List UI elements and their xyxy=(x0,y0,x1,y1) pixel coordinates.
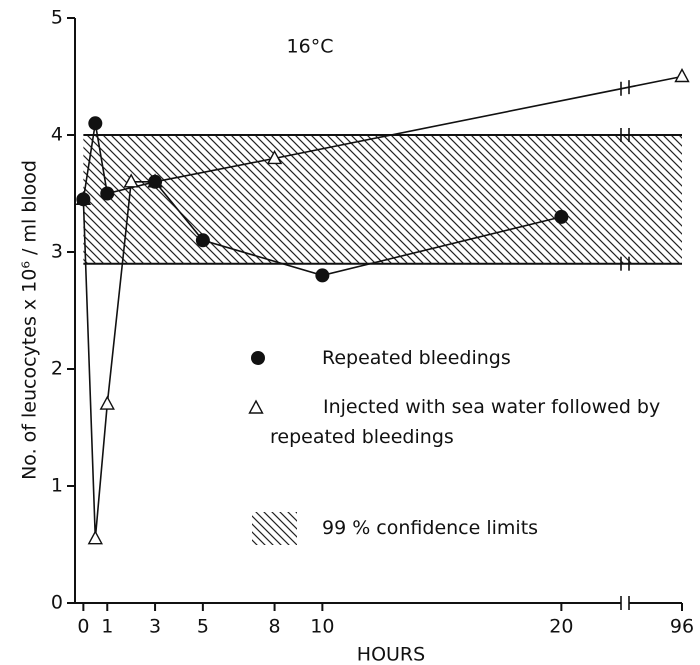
legend-marker xyxy=(248,399,264,414)
point xyxy=(315,268,330,283)
y-tick-label: 0 xyxy=(51,592,63,614)
point xyxy=(195,233,210,248)
annotation: 16°C xyxy=(287,36,334,58)
x-axis-label: HOURS xyxy=(357,644,425,665)
x-tick-label: 5 xyxy=(197,616,209,638)
y-tick-label: 1 xyxy=(51,475,63,497)
point xyxy=(554,209,569,224)
point xyxy=(87,530,103,545)
legend-label: Repeated bleedings xyxy=(322,347,511,369)
point xyxy=(674,68,690,83)
y-axis-label: No. of leucocytes x 10⁶ / ml blood xyxy=(19,160,41,480)
y-tick-label: 3 xyxy=(51,241,63,263)
x-tick-label: 3 xyxy=(149,616,161,638)
legend-swatch xyxy=(252,512,297,545)
legend-label: Injected with sea water followed by repe… xyxy=(270,396,661,448)
legend-marker xyxy=(251,351,265,365)
point xyxy=(100,186,115,201)
confidence-band xyxy=(83,135,683,264)
legend-label: 99 % confidence limits xyxy=(322,517,539,539)
y-tick-label: 4 xyxy=(51,124,63,146)
y-tick-label: 5 xyxy=(51,7,63,29)
point xyxy=(266,149,283,165)
x-tick-label: 10 xyxy=(310,616,334,638)
point xyxy=(88,116,103,131)
point xyxy=(99,395,115,410)
x-tick-label: 20 xyxy=(549,616,573,638)
point xyxy=(148,174,163,189)
x-tick-label: 1 xyxy=(101,616,113,638)
point xyxy=(76,192,91,207)
x-tick-label: 96 xyxy=(670,616,694,638)
x-tick-label: 8 xyxy=(269,616,281,638)
x-tick-label: 0 xyxy=(77,616,89,638)
point xyxy=(123,173,139,188)
y-tick-label: 2 xyxy=(51,358,63,380)
